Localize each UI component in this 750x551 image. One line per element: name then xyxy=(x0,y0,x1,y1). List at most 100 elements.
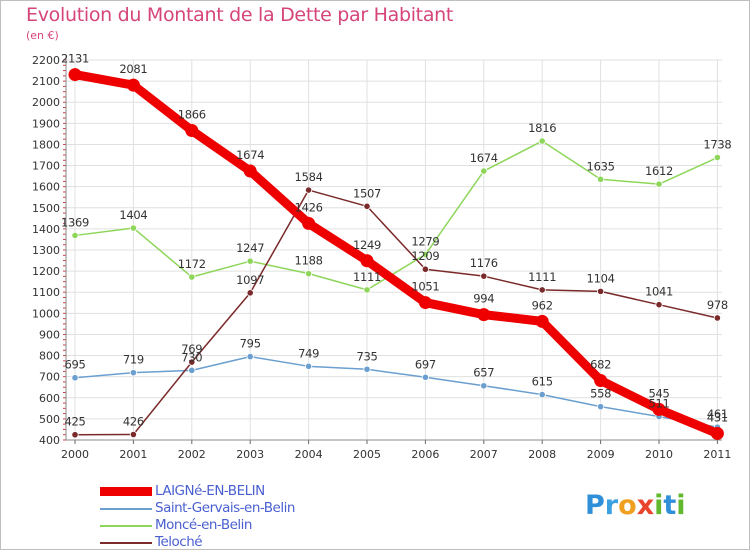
data-label: 2131 xyxy=(61,52,89,66)
axes: 400 500 600 700 800 900 1000 1100 1200 1300 1400 15… xyxy=(32,54,731,461)
data-label: 461 xyxy=(707,407,728,421)
data-label: 1097 xyxy=(236,273,264,287)
y-tick-label: 600 xyxy=(39,392,60,405)
data-point xyxy=(71,231,79,240)
proxiti-logo: Proxiti xyxy=(585,490,686,521)
data-point xyxy=(304,270,313,278)
logo-letter: o xyxy=(618,490,637,521)
legend-swatch xyxy=(100,541,152,544)
data-label: 1674 xyxy=(470,151,498,165)
data-point xyxy=(129,430,137,439)
data-point xyxy=(538,286,546,294)
data-point xyxy=(655,180,663,188)
x-tick-label: 2005 xyxy=(353,448,381,461)
y-tick-label: 500 xyxy=(39,413,60,426)
data-label: 795 xyxy=(240,337,261,351)
x-tick-label: 2011 xyxy=(703,448,731,461)
series-3 xyxy=(71,186,722,439)
logo-letter: P xyxy=(585,490,605,521)
data-label: 1584 xyxy=(295,170,323,184)
data-label: 2081 xyxy=(119,62,147,76)
logo-letter: t xyxy=(663,490,677,521)
data-label: 431 xyxy=(707,410,728,424)
data-label: 1426 xyxy=(295,200,323,214)
y-tick-label: 800 xyxy=(39,350,60,363)
x-tick-label: 2001 xyxy=(119,448,147,461)
series-line xyxy=(74,355,719,428)
data-label: 719 xyxy=(123,353,144,367)
data-point xyxy=(713,153,722,162)
legend-item: Moncé-en-Belin xyxy=(100,517,295,534)
data-label: 657 xyxy=(473,366,494,380)
data-label: 425 xyxy=(64,415,85,429)
data-label: 615 xyxy=(532,375,553,389)
x-tick-label: 2000 xyxy=(61,448,89,461)
data-point xyxy=(188,358,196,366)
data-point xyxy=(363,202,371,210)
y-tick-label: 1800 xyxy=(32,138,60,151)
x-tick-label: 2008 xyxy=(528,448,556,461)
series-0 xyxy=(68,68,724,440)
y-tick-label: 400 xyxy=(39,434,60,447)
data-point xyxy=(652,402,666,416)
data-label: 558 xyxy=(590,387,611,401)
data-point xyxy=(421,250,429,259)
y-tick-label: 1300 xyxy=(32,244,60,257)
legend-swatch xyxy=(100,487,152,496)
logo-letter: i xyxy=(654,490,664,521)
data-point xyxy=(535,314,549,328)
chart-subtitle: (en €) xyxy=(26,29,59,42)
x-tick-label: 2010 xyxy=(645,448,673,461)
data-label: 1188 xyxy=(295,254,323,268)
data-label: 697 xyxy=(415,357,436,371)
legend: LAIGNé-EN-BELIN Saint-Gervais-en-Belin Mon… xyxy=(100,483,295,551)
data-point xyxy=(480,272,488,280)
data-label: 1612 xyxy=(645,164,673,178)
legend-swatch xyxy=(100,507,152,510)
y-tick-label: 2000 xyxy=(32,96,60,109)
data-point xyxy=(480,167,488,175)
data-label: 749 xyxy=(298,346,319,360)
data-point xyxy=(71,374,79,382)
data-point xyxy=(188,366,196,374)
x-tick-label: 2003 xyxy=(236,448,264,461)
data-label: 1369 xyxy=(61,215,89,229)
legend-item: Saint-Gervais-en-Belin xyxy=(100,500,295,517)
data-label: 1249 xyxy=(353,238,381,252)
legend-label: LAIGNé-EN-BELIN xyxy=(155,483,265,499)
data-point xyxy=(129,369,137,377)
data-label: 1172 xyxy=(178,257,206,271)
logo-letter: i xyxy=(676,490,686,521)
data-point xyxy=(185,124,199,138)
legend-label: Teloché xyxy=(155,534,203,550)
y-tick-label: 1400 xyxy=(32,223,60,236)
data-label: 1866 xyxy=(178,108,206,122)
legend-label: Saint-Gervais-en-Belin xyxy=(155,500,295,516)
data-label: 1051 xyxy=(411,280,439,294)
y-tick-label: 700 xyxy=(39,371,60,384)
data-point xyxy=(418,296,432,310)
data-label: 1247 xyxy=(236,241,264,255)
data-point xyxy=(68,68,82,82)
x-tick-label: 2006 xyxy=(411,448,439,461)
y-tick-label: 1000 xyxy=(32,307,60,320)
data-label: 1209 xyxy=(411,249,439,263)
data-label: 1635 xyxy=(587,159,615,173)
data-point xyxy=(304,186,313,194)
series-lines xyxy=(68,68,724,440)
data-label: 1041 xyxy=(645,285,673,299)
data-label: 1111 xyxy=(528,270,556,284)
data-label: 682 xyxy=(590,357,611,371)
data-point xyxy=(538,137,546,145)
y-tick-label: 1100 xyxy=(32,286,60,299)
data-point xyxy=(480,382,488,390)
y-tick-label: 1700 xyxy=(32,160,60,173)
data-point xyxy=(596,287,605,295)
series-line xyxy=(74,140,719,291)
x-tick-label: 2002 xyxy=(178,448,206,461)
y-tick-label: 2200 xyxy=(32,54,60,67)
data-point xyxy=(243,164,257,178)
series-line xyxy=(74,189,719,436)
